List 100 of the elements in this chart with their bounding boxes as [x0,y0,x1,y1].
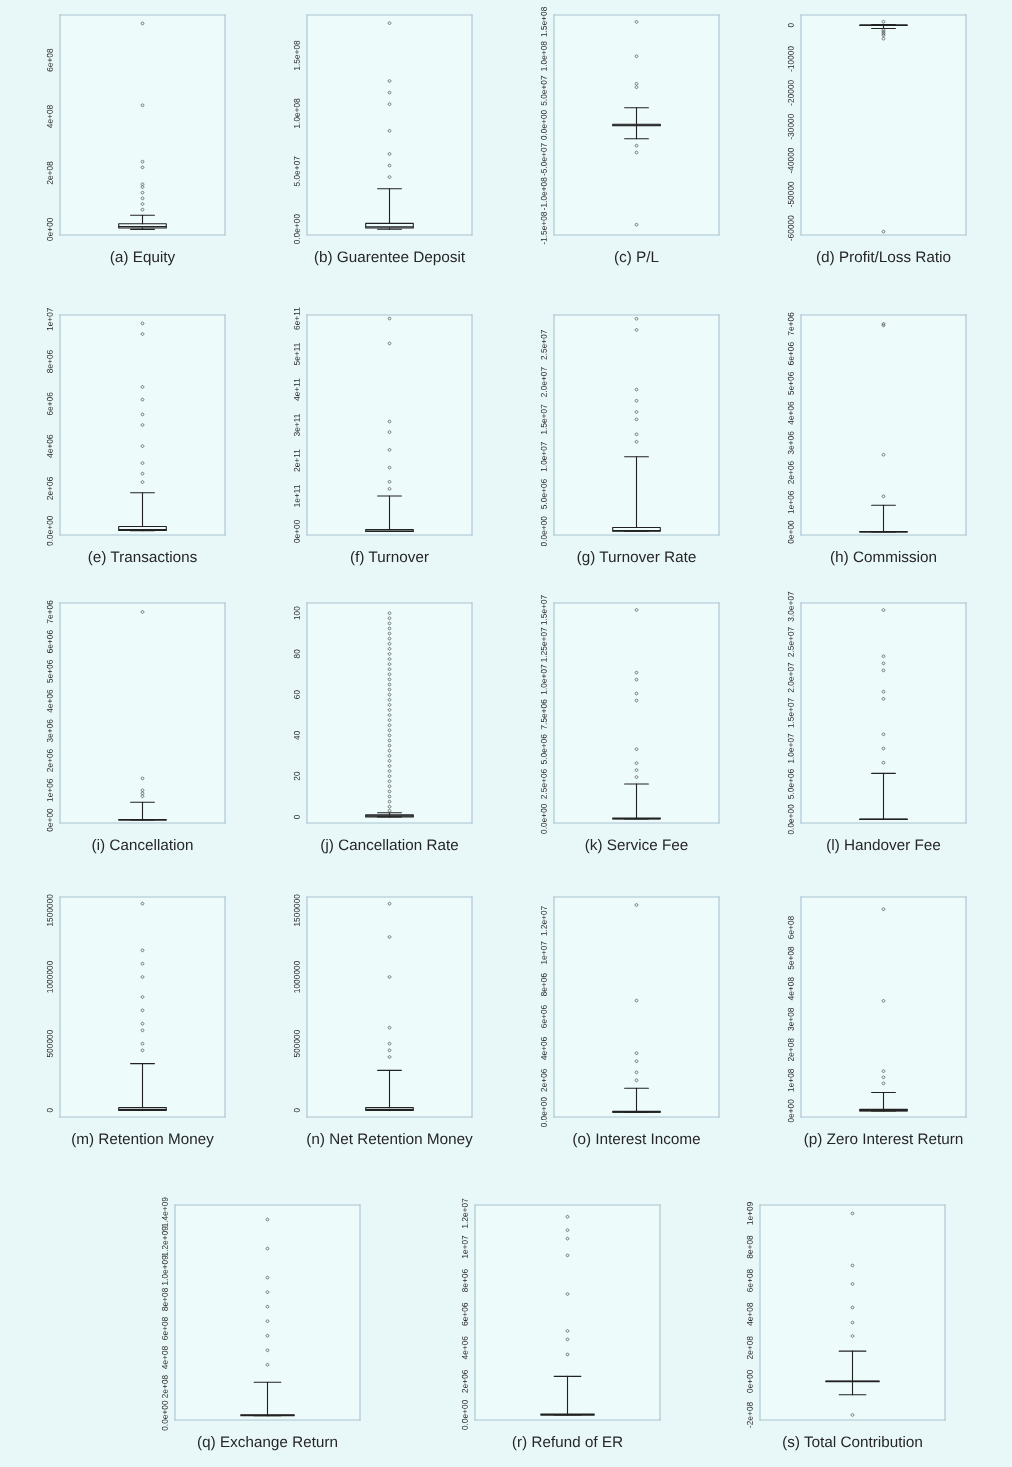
y-tick-label: 4e+08 [161,1346,168,1370]
y-tick-label: 1e+07 [540,941,547,964]
y-tick-label: 1.25e+07 [540,627,547,662]
y-tick-label: 8e+06 [540,973,547,997]
y-tick-label: 2e+06 [461,1370,468,1393]
y-tick-label: 2e+08 [46,161,53,185]
y-tick-label: 6e+11 [293,307,300,330]
y-tick-label: 7.5e+06 [540,699,547,730]
x-axis-title: (e) Transactions [88,550,197,566]
y-tick-label: 0 [293,1108,300,1113]
y-tick-label: 0e+00 [46,808,53,832]
y-tick-label: 1.4e+09 [161,1197,168,1227]
y-tick-label: 7e+06 [46,600,53,624]
y-tick-label: 5.0e+07 [540,75,547,106]
y-tick-label: 500000 [293,1030,300,1058]
y-tick-label: 2e+06 [46,477,53,500]
y-tick-label: 2.5e+07 [787,627,794,657]
y-tick-label: 2e+06 [787,461,794,484]
y-tick-label: 0 [293,814,300,819]
y-tick-label: 0.0e+00 [161,1400,168,1431]
y-tick-label: 1500000 [293,894,300,926]
y-tick-label: 2.0e+07 [540,367,547,397]
y-tick-label: 2.5e+07 [540,330,547,360]
x-axis-title: (i) Cancellation [92,838,193,854]
y-tick-label: 500000 [46,1030,53,1058]
x-axis-title: (a) Equity [110,250,176,266]
y-tick-label: 1000000 [293,961,300,993]
y-tick-label: 1e+06 [46,778,53,802]
y-tick-label: 5e+11 [293,343,300,366]
x-axis-title: (p) Zero Interest Return [804,1132,963,1148]
y-tick-label: 6e+06 [461,1302,468,1326]
y-tick-label: 2.5e+06 [540,769,547,799]
y-tick-label: 0e+00 [46,217,53,241]
x-axis-title: (h) Commission [830,550,936,566]
y-tick-label: 5e+06 [787,372,794,395]
y-tick-label: 2e+06 [46,749,53,772]
y-tick-label: 6e+06 [46,392,53,416]
y-tick-label: 6e+08 [746,1269,753,1292]
y-tick-label: 40 [293,731,300,740]
y-tick-label: 0.0e+00 [787,804,794,835]
y-tick-label: 0 [46,1108,53,1113]
y-tick-label: 4e+06 [46,689,53,713]
y-tick-label: -30000 [787,114,794,140]
x-axis-title: (j) Cancellation Rate [321,838,459,854]
x-axis-title: (s) Total Contribution [783,1435,922,1451]
y-tick-label: 1e+08 [787,1068,794,1092]
y-tick-label: 8e+08 [746,1235,753,1259]
x-axis-title: (m) Retention Money [72,1132,214,1148]
y-tick-label: 0.0e+00 [540,803,547,834]
y-tick-label: 2.0e+07 [787,662,794,693]
y-tick-label: 1e+11 [293,484,300,507]
y-tick-label: 6e+06 [46,630,53,653]
y-tick-label: 2e+08 [161,1375,168,1398]
y-tick-label: 3.0e+07 [787,591,794,622]
y-tick-label: 5e+08 [787,946,794,970]
y-tick-label: 1.0e+09 [161,1255,168,1285]
y-tick-label: 1500000 [46,894,53,926]
y-tick-label: 6e+06 [540,1005,547,1028]
y-tick-label: 100 [293,606,300,620]
y-tick-label: 0e+00 [787,1099,794,1123]
y-tick-label: 1.2e+07 [461,1198,468,1228]
y-tick-label: 6e+08 [161,1317,168,1340]
y-tick-label: 5.0e+06 [540,479,547,509]
y-tick-label: 1.0e+08 [540,41,547,71]
y-tick-label: 5e+06 [46,660,53,683]
y-tick-label: -60000 [787,215,794,241]
y-tick-label: 0.0e+00 [540,1097,547,1128]
y-tick-label: 3e+11 [293,414,300,437]
y-tick-label: 0e+00 [787,520,794,544]
y-tick-label: 0.0e+00 [293,214,300,245]
y-tick-label: 6e+08 [46,48,53,72]
y-tick-label: 0e+00 [746,1369,753,1393]
y-tick-label: 6e+08 [787,916,794,939]
x-axis-title: (l) Handover Fee [827,838,941,854]
y-tick-label: 1.0e+07 [787,733,794,764]
y-tick-label: 1e+09 [746,1202,753,1225]
y-tick-label: 4e+06 [540,1037,547,1060]
y-tick-label: 60 [293,690,300,699]
y-tick-label: 0.0e+00 [461,1400,468,1430]
y-tick-label: 1.0e+07 [540,664,547,695]
y-tick-label: 3e+08 [787,1007,794,1031]
y-tick-label: 8e+06 [46,350,53,373]
y-tick-label: 1e+06 [787,490,794,514]
y-tick-label: 1000000 [46,961,53,993]
y-tick-label: 4e+06 [787,401,794,425]
y-tick-label: 5.0e+06 [540,734,547,765]
y-tick-label: -20000 [787,80,794,106]
y-tick-label: 1e+07 [46,307,53,331]
y-tick-label: 1.0e+07 [540,441,547,472]
y-tick-label: 2e+08 [746,1336,753,1360]
y-tick-label: 1.5e+07 [540,595,547,625]
x-axis-title: (c) P/L [614,250,659,266]
y-tick-label: 1.5e+07 [540,404,547,434]
y-tick-label: 1.2e+07 [540,906,547,936]
x-axis-title: (d) Profit/Loss Ratio [816,250,951,266]
y-tick-label: 7e+06 [787,312,794,336]
x-axis-title: (o) Interest Income [573,1132,700,1148]
x-axis-title: (q) Exchange Return [197,1435,337,1451]
y-tick-label: 6e+06 [787,342,794,365]
y-tick-label: -50000 [787,181,794,207]
